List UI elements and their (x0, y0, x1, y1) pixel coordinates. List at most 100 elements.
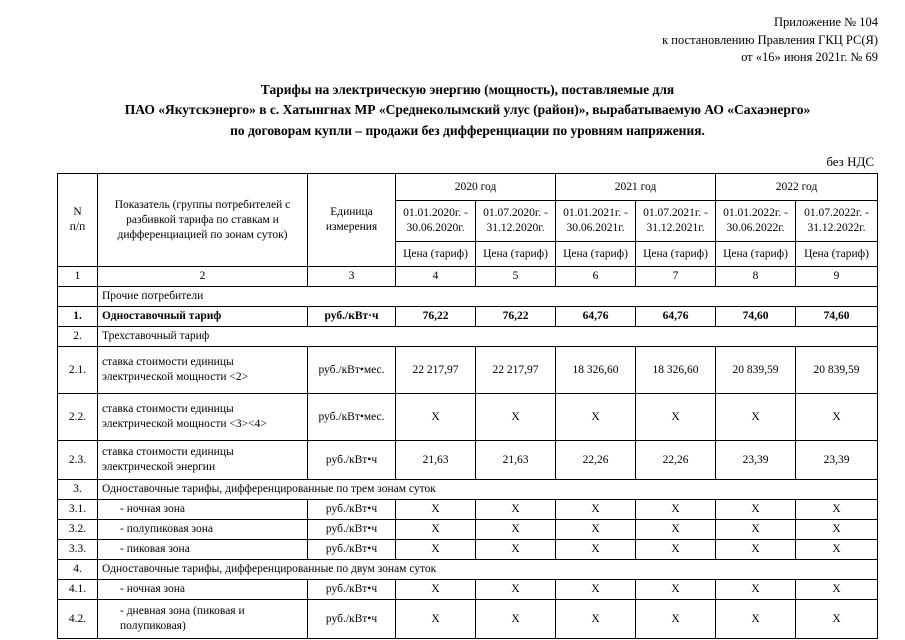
cell-num: 2. (57, 326, 98, 348)
cell-value: 76,22 (395, 306, 476, 328)
vat-note: без НДС (826, 154, 874, 170)
reference-line-1: Приложение № 104 (773, 15, 878, 29)
cell-value: X (395, 499, 476, 521)
col-header-period-6: 01.07.2022г. - 31.12.2022г. (795, 200, 878, 243)
cell-num: 4.2. (57, 599, 98, 640)
cell-value: X (474, 579, 557, 601)
cell-value: X (715, 599, 797, 640)
cell-value: X (555, 539, 637, 561)
col-header-num: N п/п (57, 173, 98, 268)
cell-unit: руб./кВт•ч (307, 440, 396, 481)
cell-unit: руб./кВт•мес. (307, 393, 396, 442)
cell-value: X (395, 519, 476, 541)
col-number: 7 (635, 266, 717, 288)
cell-num: 3.1. (57, 499, 98, 521)
col-number: 2 (97, 266, 308, 288)
cell-section-label: Одноставочные тарифы, дифференцированные… (97, 559, 878, 581)
cell-unit: руб./кВт•ч (307, 499, 396, 521)
cell-value: X (715, 393, 797, 442)
cell-value: 18 326,60 (635, 346, 717, 395)
col-number: 5 (474, 266, 557, 288)
numbering-row: 1 2 3 4 5 6 7 8 9 (57, 266, 878, 288)
cell-value: 64,76 (635, 306, 717, 328)
cell-unit: руб./кВт•ч (307, 599, 396, 640)
cell-indicator: - дневная зона (пиковая и полупиковая) (97, 599, 308, 640)
title-line-1: Тарифы на электрическую энергию (мощност… (260, 81, 675, 97)
col-header-period-4: 01.07.2021г. - 31.12.2021г. (635, 200, 717, 243)
cell-value: X (715, 579, 797, 601)
cell-unit: руб./кВт•ч (307, 519, 396, 541)
cell-indicator: Одноставочный тариф (97, 306, 308, 328)
cell-value: 76,22 (474, 306, 557, 328)
cell-value: 64,76 (555, 306, 637, 328)
col-header-indicator: Показатель (группы потребителей с разбив… (97, 173, 308, 268)
cell-value: X (715, 499, 797, 521)
col-header-year-2022: 2022 год (715, 173, 878, 202)
cell-num: 1. (57, 306, 98, 328)
cell-value: X (795, 519, 878, 541)
col-header-price-2: Цена (тариф) (474, 241, 557, 268)
section-row: 4. Одноставочные тарифы, дифференцирован… (57, 559, 878, 581)
cell-value: X (395, 539, 476, 561)
cell-num: 2.1. (57, 346, 98, 395)
cell-value: X (635, 393, 717, 442)
col-header-year-2021: 2021 год (555, 173, 717, 202)
table-row: 4.2. - дневная зона (пиковая и полупиков… (57, 599, 878, 640)
cell-value: X (474, 539, 557, 561)
cell-num (57, 286, 98, 308)
cell-value: 74,60 (795, 306, 878, 328)
col-header-year-2020: 2020 год (394, 173, 557, 202)
cell-value: X (795, 599, 878, 640)
section-row: Прочие потребители (57, 286, 878, 308)
cell-value: X (395, 579, 476, 601)
cell-indicator: - полупиковая зона (97, 519, 308, 541)
cell-indicator: - пиковая зона (97, 539, 308, 561)
reference-line-2: к постановлению Правления ГКЦ РС(Я) (662, 32, 878, 47)
table-row: 2.1. ставка стоимости единицы электричес… (57, 346, 878, 395)
document-reference: Приложение № 104 к постановлению Правлен… (57, 14, 878, 67)
cell-value: 74,60 (715, 306, 797, 328)
cell-num: 2.2. (57, 393, 98, 442)
cell-value: X (795, 393, 878, 442)
col-header-price-5: Цена (тариф) (715, 241, 797, 268)
cell-value: X (474, 519, 557, 541)
col-header-price-3: Цена (тариф) (555, 241, 637, 268)
col-number: 6 (555, 266, 637, 288)
title-line-3: по договорам купли – продажи без диффере… (230, 123, 705, 139)
cell-value: X (395, 599, 476, 640)
cell-value: 21,63 (474, 440, 557, 481)
cell-value: X (474, 393, 557, 442)
cell-value: 20 839,59 (715, 346, 797, 395)
cell-num: 3. (57, 479, 98, 501)
reference-line-3: от «16» июня 2021г. № 69 (741, 50, 878, 64)
cell-value: X (555, 579, 637, 601)
document-title: Тарифы на электрическую энергию (мощност… (57, 80, 878, 143)
cell-value: X (555, 499, 637, 521)
cell-value: 23,39 (795, 440, 878, 481)
cell-value: X (795, 579, 878, 601)
col-header-price-4: Цена (тариф) (635, 241, 717, 268)
col-number: 8 (715, 266, 797, 288)
cell-value: X (555, 393, 637, 442)
cell-value: X (555, 519, 637, 541)
col-header-period-2: 01.07.2020г. - 31.12.2020г. (474, 200, 557, 243)
table-row: 2.3. ставка стоимости единицы электричес… (57, 440, 878, 481)
cell-indicator: ставка стоимости единицы электрической м… (97, 393, 308, 442)
cell-value: 22,26 (635, 440, 717, 481)
header-row-periods: 01.01.2020г. - 30.06.2020г. 01.07.2020г.… (58, 200, 878, 243)
table-row: 3.3. - пиковая зона руб./кВт•ч X X X X X… (57, 539, 878, 561)
table-row: 3.1. - ночная зона руб./кВт•ч X X X X X … (57, 499, 878, 521)
cell-value: X (795, 539, 878, 561)
cell-value: 18 326,60 (555, 346, 637, 395)
col-header-unit: Единица измерения (307, 173, 396, 268)
cell-unit: руб./кВт•мес. (307, 346, 396, 395)
col-header-period-5: 01.01.2022г. - 30.06.2022г. (715, 200, 797, 243)
cell-value: 20 839,59 (795, 346, 878, 395)
cell-unit: руб./кВт•ч (307, 579, 396, 601)
cell-num: 3.3. (57, 539, 98, 561)
table-row: 4.1. - ночная зона руб./кВт•ч X X X X X … (57, 579, 878, 601)
section-row: 2. Трехставочный тариф (57, 326, 878, 348)
cell-value: 22,26 (555, 440, 637, 481)
cell-value: 22 217,97 (474, 346, 557, 395)
cell-value: X (635, 539, 717, 561)
